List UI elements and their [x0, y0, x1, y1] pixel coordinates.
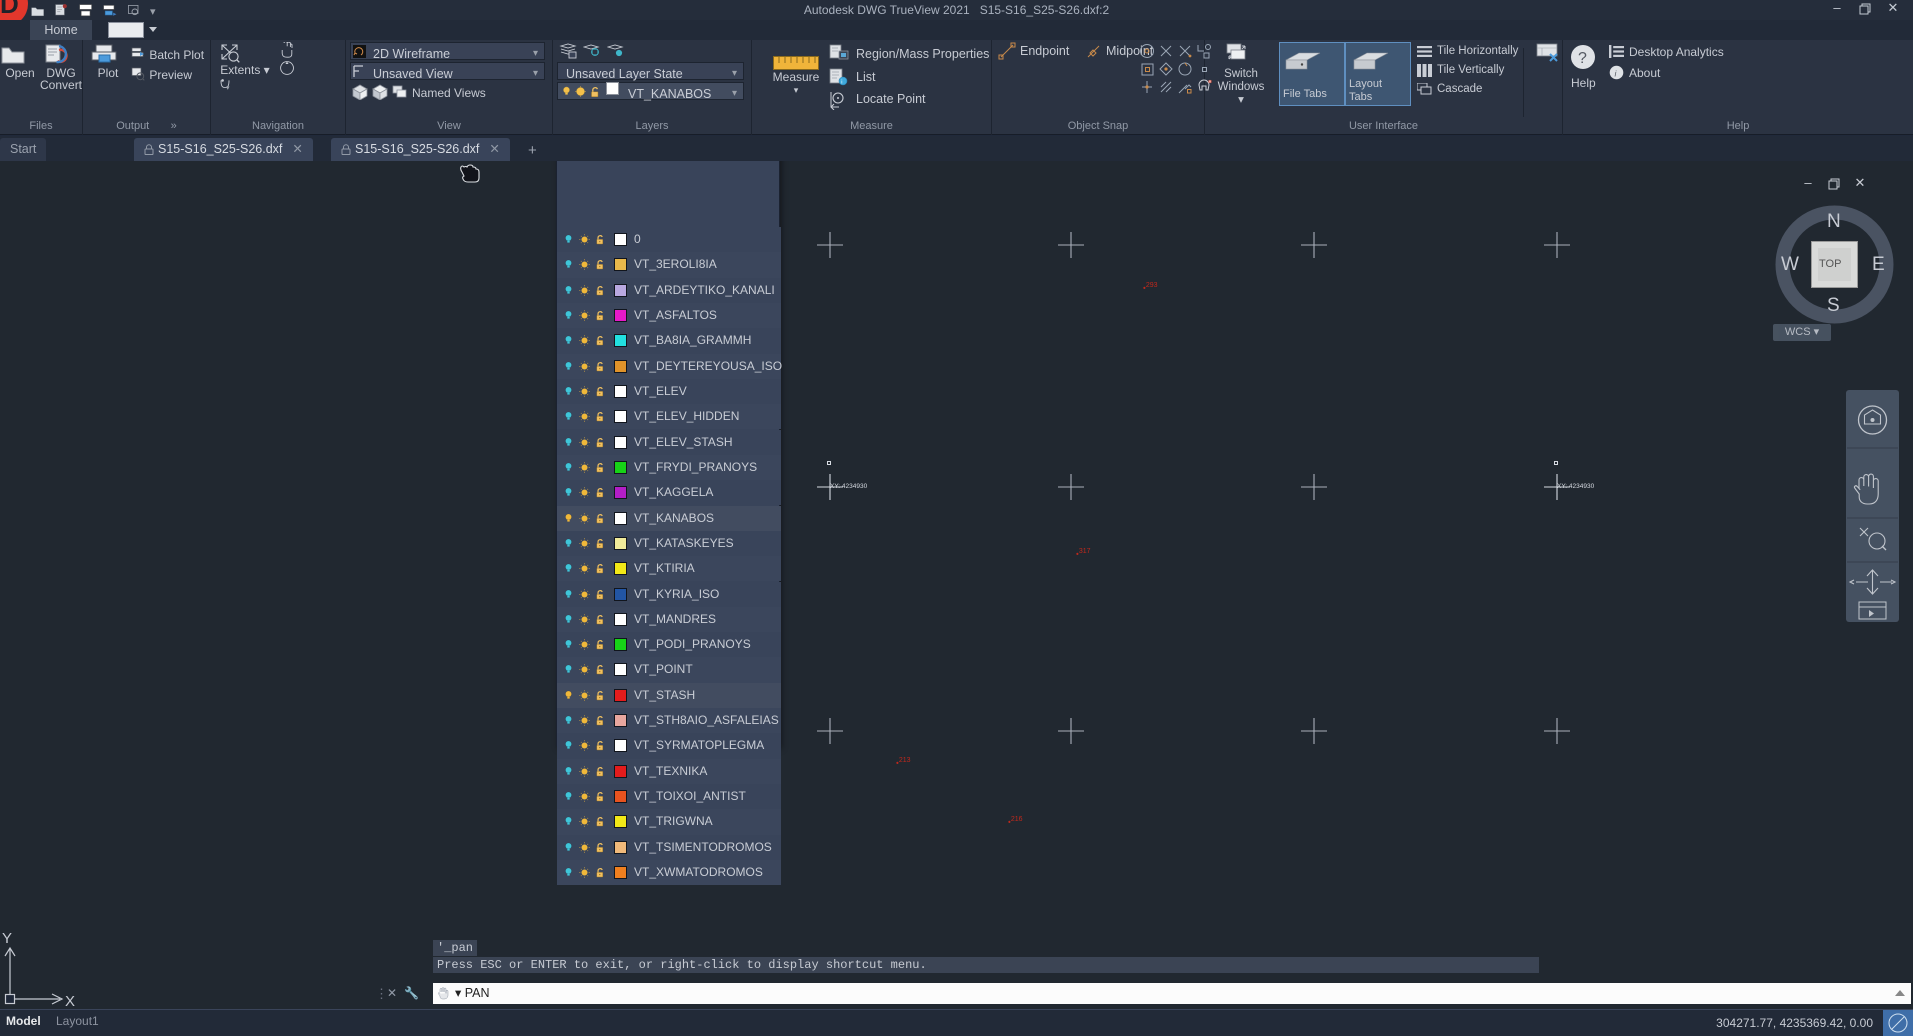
svg-text:X: X	[65, 993, 75, 1009]
svg-text:▾: ▾	[226, 85, 230, 92]
svg-text:E: E	[1872, 254, 1885, 275]
svg-text:?: ?	[1578, 50, 1587, 67]
svg-text:D: D	[0, 0, 19, 19]
svg-text:i: i	[841, 79, 842, 85]
svg-text:W: W	[1781, 254, 1799, 275]
svg-text:S: S	[1827, 295, 1840, 316]
svg-text:N: N	[1827, 211, 1841, 232]
svg-text:Y: Y	[2, 930, 12, 947]
